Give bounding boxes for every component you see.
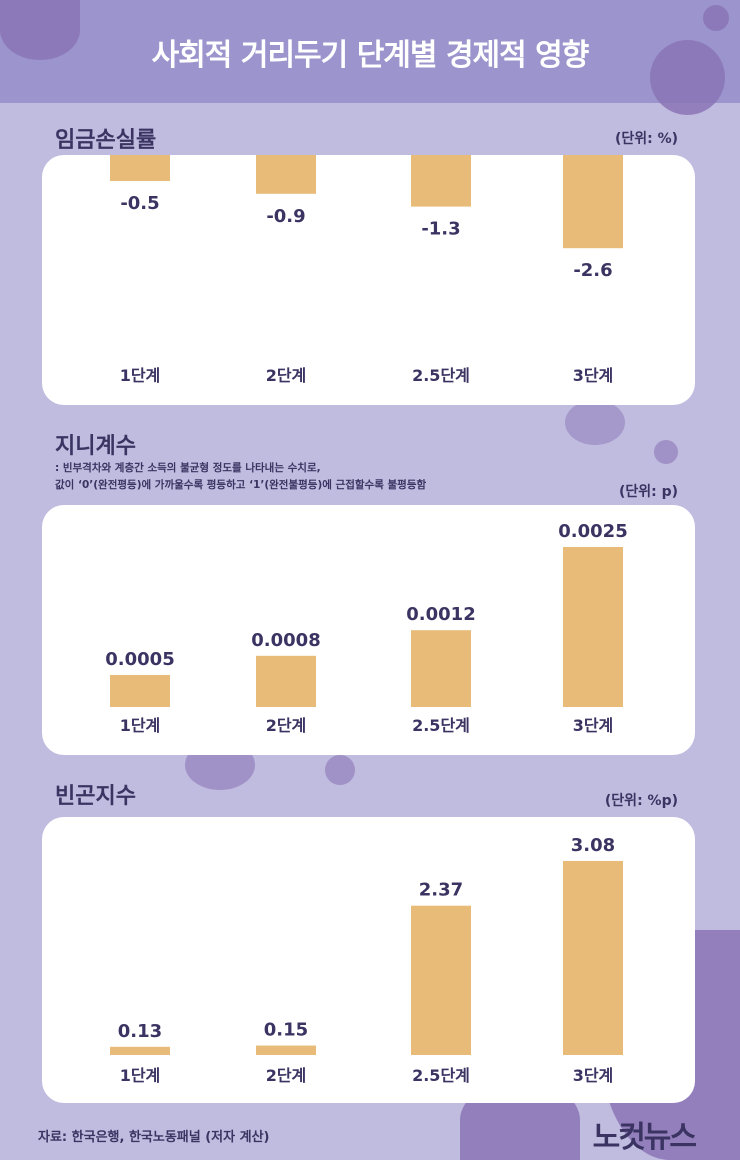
bar — [256, 155, 316, 194]
bar — [256, 655, 316, 707]
data-label: 2.37 — [419, 880, 463, 901]
category-label: 2단계 — [266, 366, 307, 385]
bar — [256, 1045, 316, 1055]
data-label: 0.0008 — [251, 630, 320, 651]
chart-svg: 0.13 1단계 0.15 2단계 2.37 2.5단계 3.08 3단계 — [110, 835, 623, 1085]
unit-label: (단위: p) — [618, 484, 678, 500]
virus-decoration — [654, 440, 678, 464]
data-label: 3.08 — [571, 835, 615, 856]
bar — [563, 547, 623, 707]
bar — [110, 155, 170, 181]
data-label: 0.13 — [118, 1021, 162, 1042]
wage-loss-chart: -0.5 1단계 -0.9 2단계 -1.3 2.5단계 -2.6 3단계 — [42, 155, 695, 405]
category-label: 2단계 — [266, 716, 307, 735]
data-label: -0.9 — [266, 206, 305, 227]
category-label: 2.5단계 — [412, 366, 470, 385]
category-label: 3단계 — [573, 716, 614, 735]
section-title-wage-loss: 임금손실률 — [55, 128, 157, 153]
chart-svg: -0.5 1단계 -0.9 2단계 -1.3 2.5단계 -2.6 3단계 — [110, 155, 623, 385]
gini-note-line-1: : 빈부격차와 계층간 소득의 불균형 정도를 나타내는 수치로, — [55, 462, 321, 474]
category-label: 3단계 — [573, 366, 614, 385]
data-label: 0.0025 — [558, 521, 627, 542]
data-label: 0.0005 — [105, 649, 174, 670]
category-label: 1단계 — [120, 1066, 161, 1085]
virus-decoration — [0, 0, 80, 60]
category-label: 2단계 — [266, 1066, 307, 1085]
data-label: 0.15 — [264, 1020, 308, 1041]
unit-label: (단위: %) — [614, 131, 678, 147]
bar — [411, 905, 471, 1055]
chart-svg: 0.0005 1단계 0.0008 2단계 0.0012 2.5단계 0.0025 3단계 — [105, 521, 627, 735]
header-band — [0, 0, 740, 103]
category-label: 1단계 — [120, 716, 161, 735]
gini-chart: 0.0005 1단계 0.0008 2단계 0.0012 2.5단계 0.0025 3단계 — [42, 505, 695, 755]
category-label: 2.5단계 — [412, 716, 470, 735]
unit-label: (단위: %p) — [604, 793, 678, 809]
virus-decoration — [650, 40, 725, 115]
data-label: -2.6 — [573, 260, 612, 281]
virus-decoration — [565, 400, 625, 445]
data-label: -1.3 — [421, 219, 460, 240]
bar — [563, 155, 623, 249]
category-label: 2.5단계 — [412, 1066, 470, 1085]
section-title-poverty: 빈곤지수 — [55, 784, 136, 809]
poverty-chart: 0.13 1단계 0.15 2단계 2.37 2.5단계 3.08 3단계 — [42, 817, 695, 1103]
logo: 노컷뉴스 — [592, 1120, 697, 1155]
category-label: 3단계 — [573, 1066, 614, 1085]
bar — [411, 155, 471, 207]
gini-note-line-2: 값이 ‘0’(완전평등)에 가까울수록 평등하고 ‘1’(완전불평등)에 근접할… — [55, 479, 427, 491]
bar — [110, 1046, 170, 1055]
virus-decoration — [325, 755, 355, 785]
bar — [563, 860, 623, 1055]
bar — [110, 675, 170, 707]
source-text: 자료: 한국은행, 한국노동패널 (저자 계산) — [38, 1130, 270, 1145]
data-label: 0.0012 — [406, 604, 475, 625]
bar — [411, 630, 471, 707]
virus-decoration — [703, 5, 729, 31]
data-label: -0.5 — [120, 193, 159, 214]
category-label: 1단계 — [120, 366, 161, 385]
page-title: 사회적 거리두기 단계별 경제적 영향 — [151, 38, 590, 73]
section-title-gini: 지니계수 — [55, 434, 136, 459]
